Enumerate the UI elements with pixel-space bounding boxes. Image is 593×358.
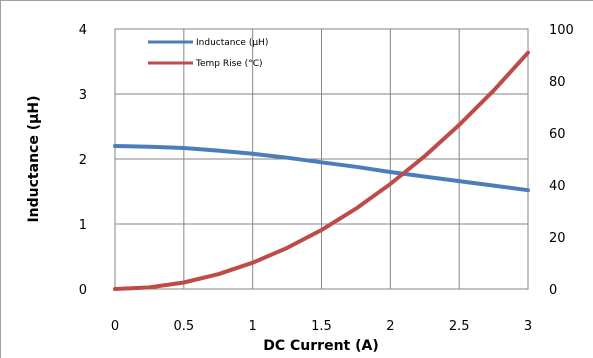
- y-left-tick-label: 4: [79, 23, 87, 38]
- y-right-tick-label: 40: [549, 179, 566, 194]
- y-right-tick-label: 60: [549, 127, 566, 142]
- y-left-tick-label: 3: [79, 88, 87, 103]
- legend-label-temp-rise: Temp Rise (°C): [195, 59, 263, 69]
- x-tick-label: 0.5: [173, 319, 194, 334]
- legend: Inductance (µH) Temp Rise (°C): [148, 38, 268, 69]
- x-tick-label: 3: [524, 319, 532, 334]
- x-tick-label: 0: [111, 319, 119, 334]
- y-left-tick-label: 1: [79, 218, 87, 233]
- figure-border-top: [0, 0, 593, 1]
- y-right-tick-label: 100: [549, 23, 574, 38]
- grid-lines: [115, 29, 528, 289]
- x-tick-label: 1: [249, 319, 257, 334]
- series-line-inductance: [113, 144, 530, 193]
- legend-label-inductance: Inductance (µH): [196, 38, 268, 48]
- y-left-tick-label: 2: [79, 153, 87, 168]
- figure-border-left: [0, 0, 1, 358]
- x-tick-label: 2: [386, 319, 394, 334]
- y-right-tick-label: 80: [549, 75, 566, 90]
- y-right-tick-label: 0: [549, 283, 557, 298]
- x-tick-label: 1.5: [311, 319, 332, 334]
- x-tick-label: 2.5: [449, 319, 470, 334]
- y-axis-left-title: Inductance (µH): [26, 95, 42, 222]
- x-axis-title: DC Current (A): [263, 338, 378, 354]
- series-layer: [113, 50, 530, 291]
- y-left-tick-label: 0: [79, 283, 87, 298]
- series-line-temp-rise: [113, 50, 530, 291]
- y-right-tick-label: 20: [549, 231, 566, 246]
